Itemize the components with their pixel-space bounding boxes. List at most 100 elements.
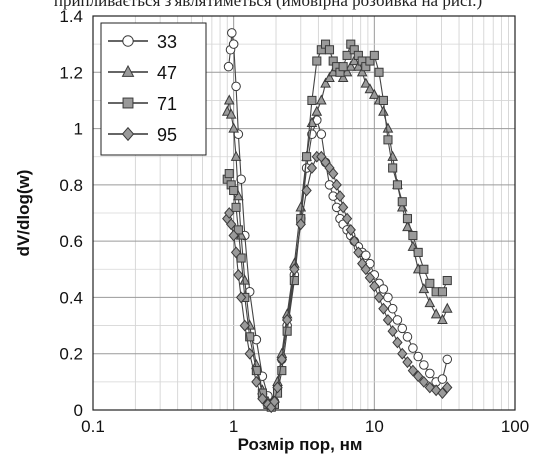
series-33 (223, 28, 453, 410)
data-point (235, 291, 247, 304)
legend-label: 47 (157, 63, 177, 83)
data-point (408, 343, 418, 353)
data-point (437, 387, 448, 400)
data-point (345, 60, 357, 71)
data-point (334, 190, 346, 203)
data-point (295, 218, 306, 231)
series-95 (222, 150, 453, 414)
data-point (360, 263, 371, 276)
data-point (251, 366, 261, 376)
data-point (442, 381, 453, 394)
data-point (383, 292, 393, 303)
data-point (430, 384, 442, 397)
data-point (413, 370, 424, 383)
data-point (324, 45, 335, 55)
legend-marker (121, 64, 135, 77)
data-point (345, 223, 356, 236)
y-tick-label: 1 (74, 120, 83, 139)
data-point (378, 95, 388, 105)
data-point (233, 190, 244, 201)
data-point (397, 347, 408, 360)
data-point (387, 303, 398, 314)
data-point (425, 368, 435, 379)
data-point (320, 77, 331, 88)
data-point (239, 319, 250, 332)
data-point (369, 50, 379, 60)
legend-marker (122, 97, 134, 109)
data-point (374, 67, 384, 77)
plot-frame (92, 15, 516, 411)
data-point (382, 122, 394, 133)
data-point (348, 55, 360, 66)
data-point (341, 212, 353, 225)
data-point (230, 150, 242, 161)
data-point (353, 60, 364, 71)
data-point (407, 364, 419, 377)
data-point (282, 326, 292, 336)
data-point (413, 247, 423, 257)
legend-label: 95 (157, 125, 177, 145)
data-point (277, 366, 287, 376)
data-point (228, 122, 239, 133)
data-point (413, 351, 423, 362)
data-point (397, 197, 407, 207)
x-tick-label: 0.1 (81, 417, 105, 436)
data-point (382, 314, 394, 326)
data-point (228, 229, 239, 242)
data-point (245, 332, 255, 342)
y-tick-label: 0 (74, 401, 83, 420)
data-point (226, 218, 237, 231)
data-point (425, 278, 435, 288)
data-point (223, 61, 234, 72)
y-tick-label: 0.2 (59, 345, 83, 364)
data-point (402, 214, 413, 224)
legend-marker (122, 35, 134, 47)
y-tick-label: 0.4 (59, 288, 83, 307)
data-point (418, 282, 430, 294)
y-tick-label: 1.4 (59, 7, 83, 26)
data-point (230, 246, 242, 259)
data-point (341, 66, 353, 77)
x-tick-labels: 0.1 1 10 100 (81, 417, 529, 436)
legend-label: 33 (157, 32, 177, 52)
data-point (224, 207, 235, 219)
data-point (402, 332, 413, 342)
top-caption: припливається з'являтиметься (ймовірна р… (53, 0, 483, 10)
data-point (442, 354, 453, 365)
x-axis-title: Розмір пор, нм (238, 435, 363, 454)
data-point (289, 263, 300, 276)
data-point (257, 392, 268, 405)
legend-item-71: 71 (108, 94, 177, 114)
data-point (228, 39, 239, 49)
legend-label: 71 (157, 94, 177, 114)
data-point (387, 150, 398, 161)
data-point (383, 135, 393, 145)
data-point (224, 169, 234, 179)
data-point (437, 374, 448, 384)
data-point (361, 250, 371, 260)
data-point (349, 235, 360, 248)
data-point (392, 180, 403, 190)
data-point (342, 50, 352, 60)
data-point (324, 71, 335, 83)
data-point (227, 28, 237, 38)
data-point (239, 274, 251, 285)
data-point (419, 360, 429, 370)
data-point (289, 275, 299, 286)
data-point (441, 302, 453, 313)
data-point (392, 336, 403, 349)
data-point (402, 356, 413, 369)
data-point (316, 94, 327, 105)
data-point (307, 95, 317, 105)
data-point (236, 174, 246, 185)
y-tick-label: 0.8 (59, 176, 83, 195)
data-point (281, 314, 293, 326)
data-point (311, 105, 323, 116)
legend-item-95: 95 (108, 125, 177, 145)
data-point (306, 162, 318, 174)
legend: 33 47 71 95 (100, 22, 207, 156)
data-point (229, 185, 239, 196)
data-point (442, 275, 452, 286)
x-tick-label: 1 (229, 417, 238, 436)
data-point (408, 230, 418, 241)
